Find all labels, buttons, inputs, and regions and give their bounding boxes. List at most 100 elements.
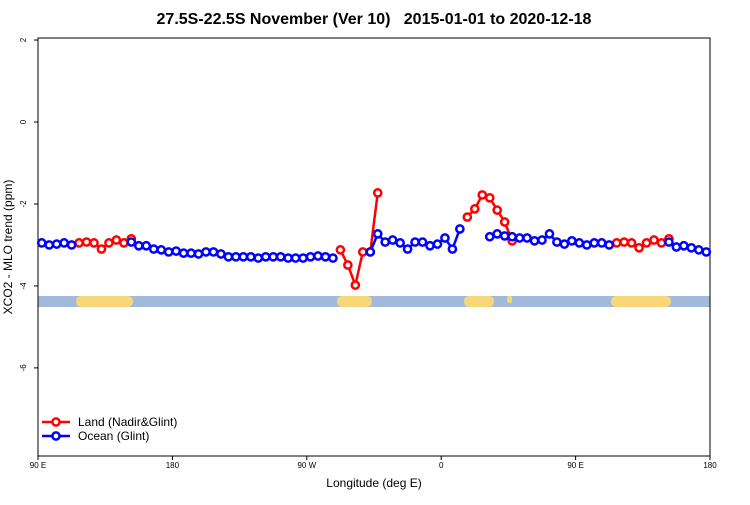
data-point xyxy=(380,237,391,247)
legend-marker xyxy=(51,431,61,441)
data-point xyxy=(74,238,84,248)
data-point xyxy=(664,237,674,247)
data-point xyxy=(492,229,503,239)
data-point xyxy=(484,192,495,203)
data-point xyxy=(559,239,570,249)
data-point xyxy=(51,239,62,249)
x-tick-label: 90 E xyxy=(30,461,46,470)
data-point xyxy=(81,237,92,247)
data-point xyxy=(619,237,629,247)
data-point xyxy=(335,245,346,255)
data-point xyxy=(268,251,279,262)
data-point xyxy=(626,238,637,248)
data-point xyxy=(104,238,114,248)
data-point xyxy=(365,247,376,257)
y-tick-label: 2 xyxy=(19,37,28,42)
data-point xyxy=(328,253,338,263)
data-point xyxy=(357,247,368,257)
data-point xyxy=(111,235,122,245)
y-axis-label: XCO2 - MLO trend (ppm) xyxy=(1,180,15,315)
data-point xyxy=(552,237,562,247)
data-point xyxy=(514,233,525,243)
data-point xyxy=(417,237,428,247)
x-tick-label: 90 E xyxy=(567,461,583,470)
land-strip xyxy=(611,296,671,307)
y-tick-label: -6 xyxy=(19,364,28,372)
legend-label: Land (Nadir&Glint) xyxy=(78,415,177,429)
data-point xyxy=(223,251,234,262)
data-point xyxy=(350,280,361,290)
land-mask xyxy=(38,296,710,307)
data-point xyxy=(440,233,450,243)
data-point xyxy=(484,231,495,242)
data-point xyxy=(701,247,712,257)
data-point xyxy=(275,251,286,262)
data-point xyxy=(119,238,129,248)
data-point xyxy=(596,238,607,248)
data-point xyxy=(567,236,577,246)
data-point xyxy=(477,190,488,200)
data-point xyxy=(305,251,316,262)
data-point xyxy=(343,260,353,270)
data-point xyxy=(507,231,517,242)
data-point xyxy=(462,212,473,222)
data-point xyxy=(641,238,652,248)
x-tick-label: 180 xyxy=(703,461,717,470)
data-point xyxy=(455,224,465,234)
data-point xyxy=(186,248,196,258)
data-point xyxy=(141,240,152,251)
data-point xyxy=(522,233,532,243)
data-point xyxy=(231,251,241,262)
legend: Land (Nadir&Glint)Ocean (Glint) xyxy=(42,415,177,443)
data-point xyxy=(447,244,458,254)
data-point xyxy=(589,238,600,248)
data-point xyxy=(395,238,405,248)
data-point xyxy=(611,238,622,248)
data-point xyxy=(36,238,47,248)
land-strip xyxy=(337,296,372,307)
data-point xyxy=(163,247,174,257)
data-point xyxy=(260,251,271,262)
data-point xyxy=(290,253,301,263)
y-tick-label: -2 xyxy=(19,200,28,208)
y-tick-label: -4 xyxy=(19,282,28,290)
data-point xyxy=(492,205,503,215)
data-point xyxy=(96,244,107,254)
data-point xyxy=(387,235,398,245)
data-point xyxy=(544,229,555,239)
x-tick-label: 90 W xyxy=(297,461,316,470)
data-point xyxy=(529,236,540,246)
data-point xyxy=(372,229,383,239)
data-point xyxy=(499,217,510,227)
data-point xyxy=(686,242,697,253)
data-point xyxy=(320,251,331,262)
data-point xyxy=(656,238,667,248)
ocean-strip xyxy=(38,296,710,307)
y-tick-label: 0 xyxy=(19,119,28,124)
data-point xyxy=(208,247,219,257)
data-point xyxy=(178,248,189,258)
land-strip xyxy=(507,296,512,303)
x-axis-label: Longitude (deg E) xyxy=(326,476,421,490)
data-point xyxy=(59,238,69,248)
data-point xyxy=(253,253,264,263)
data-point xyxy=(574,238,585,248)
data-point xyxy=(679,240,689,251)
data-point xyxy=(133,240,144,251)
legend-label: Ocean (Glint) xyxy=(78,429,149,443)
data-point xyxy=(245,251,256,262)
data-point xyxy=(193,249,204,259)
x-tick-label: 180 xyxy=(166,461,180,470)
data-point xyxy=(649,235,659,245)
data-point xyxy=(44,240,55,250)
data-point xyxy=(410,237,420,247)
data-point xyxy=(283,253,293,263)
data-point xyxy=(298,253,308,263)
chart-title: 27.5S-22.5S November (Ver 10) 2015-01-01… xyxy=(157,11,592,28)
data-point xyxy=(238,251,249,262)
data-point xyxy=(671,242,682,252)
land-strip xyxy=(464,296,494,307)
data-point xyxy=(432,239,443,249)
data-point xyxy=(499,231,510,241)
